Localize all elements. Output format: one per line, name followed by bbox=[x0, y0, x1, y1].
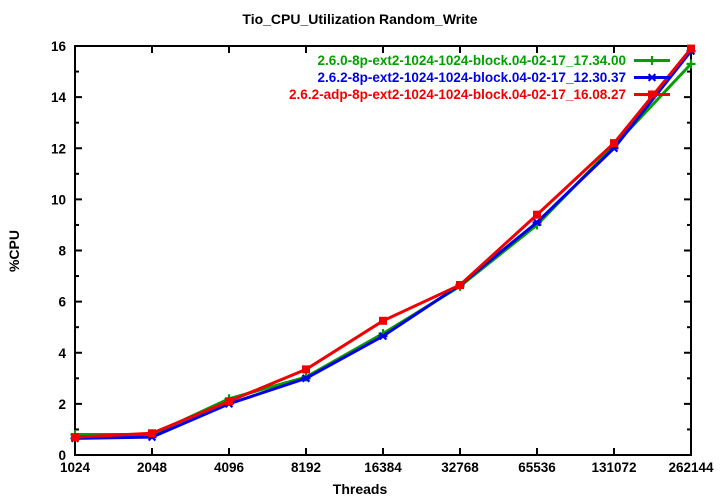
y-tick-label: 6 bbox=[58, 295, 66, 310]
x-tick-label: 262144 bbox=[668, 460, 714, 475]
legend: 2.6.0-8p-ext2-1024-1024-block.04-02-17_1… bbox=[289, 53, 671, 102]
legend-label-series-1: 2.6.0-8p-ext2-1024-1024-block.04-02-17_1… bbox=[317, 53, 626, 68]
legend-sample-line-series-2 bbox=[634, 73, 670, 82]
legend-row: 2.6.0-8p-ext2-1024-1024-block.04-02-17_1… bbox=[318, 53, 671, 68]
chart-title: Tio_CPU_Utilization Random_Write bbox=[242, 11, 478, 27]
x-tick-label: 131072 bbox=[591, 460, 636, 475]
legend-sample-marker bbox=[648, 90, 656, 99]
x-tick-label: 32768 bbox=[441, 460, 479, 475]
series-line-1 bbox=[75, 62, 693, 437]
x-tick-label: 8192 bbox=[291, 460, 321, 475]
series-3-marker bbox=[687, 44, 695, 53]
x-tick-label: 4096 bbox=[214, 460, 245, 475]
x-tick-label: 2048 bbox=[137, 460, 168, 475]
legend-sample-line-series-1 bbox=[634, 56, 670, 65]
series-3-marker bbox=[610, 139, 618, 148]
series-3-marker bbox=[71, 433, 79, 442]
legend-sample-line-series-3 bbox=[634, 90, 670, 99]
legend-row: 2.6.2-adp-8p-ext2-1024-1024-block.04-02-… bbox=[289, 87, 671, 102]
x-tick-label: 16384 bbox=[364, 460, 402, 475]
y-tick-label: 10 bbox=[51, 192, 66, 207]
series-2-marker bbox=[301, 374, 311, 383]
series-3-marker bbox=[225, 397, 233, 406]
x-tick-label: 65536 bbox=[518, 460, 556, 475]
legend-label-series-2: 2.6.2-8p-ext2-1024-1024-block.04-02-17_1… bbox=[317, 70, 626, 85]
series-3-marker bbox=[148, 429, 156, 438]
y-tick-label: 16 bbox=[51, 39, 67, 54]
series-line-3 bbox=[74, 47, 693, 439]
y-tick-label: 12 bbox=[51, 141, 66, 156]
y-tick-label: 2 bbox=[58, 397, 66, 412]
series-3-marker bbox=[379, 316, 387, 325]
y-tick-label: 0 bbox=[58, 448, 66, 463]
y-tick-label: 14 bbox=[51, 90, 67, 105]
series-3-marker bbox=[302, 365, 310, 374]
series-3-marker bbox=[456, 281, 464, 290]
x-tick-label: 1024 bbox=[60, 460, 91, 475]
y-tick-label: 4 bbox=[58, 346, 66, 361]
series-2-marker bbox=[378, 331, 388, 341]
series-3-marker bbox=[533, 210, 541, 219]
series-2-marker bbox=[532, 218, 542, 227]
legend-label-series-3: 2.6.2-adp-8p-ext2-1024-1024-block.04-02-… bbox=[289, 87, 626, 102]
x-axis-title: Threads bbox=[332, 481, 388, 497]
legend-row: 2.6.2-8p-ext2-1024-1024-block.04-02-17_1… bbox=[318, 70, 671, 85]
series-line-2 bbox=[74, 50, 693, 440]
y-axis-title: %CPU bbox=[6, 230, 22, 273]
legend-sample-marker bbox=[647, 73, 657, 82]
plot-border bbox=[74, 45, 692, 456]
y-tick-label: 8 bbox=[58, 244, 66, 259]
